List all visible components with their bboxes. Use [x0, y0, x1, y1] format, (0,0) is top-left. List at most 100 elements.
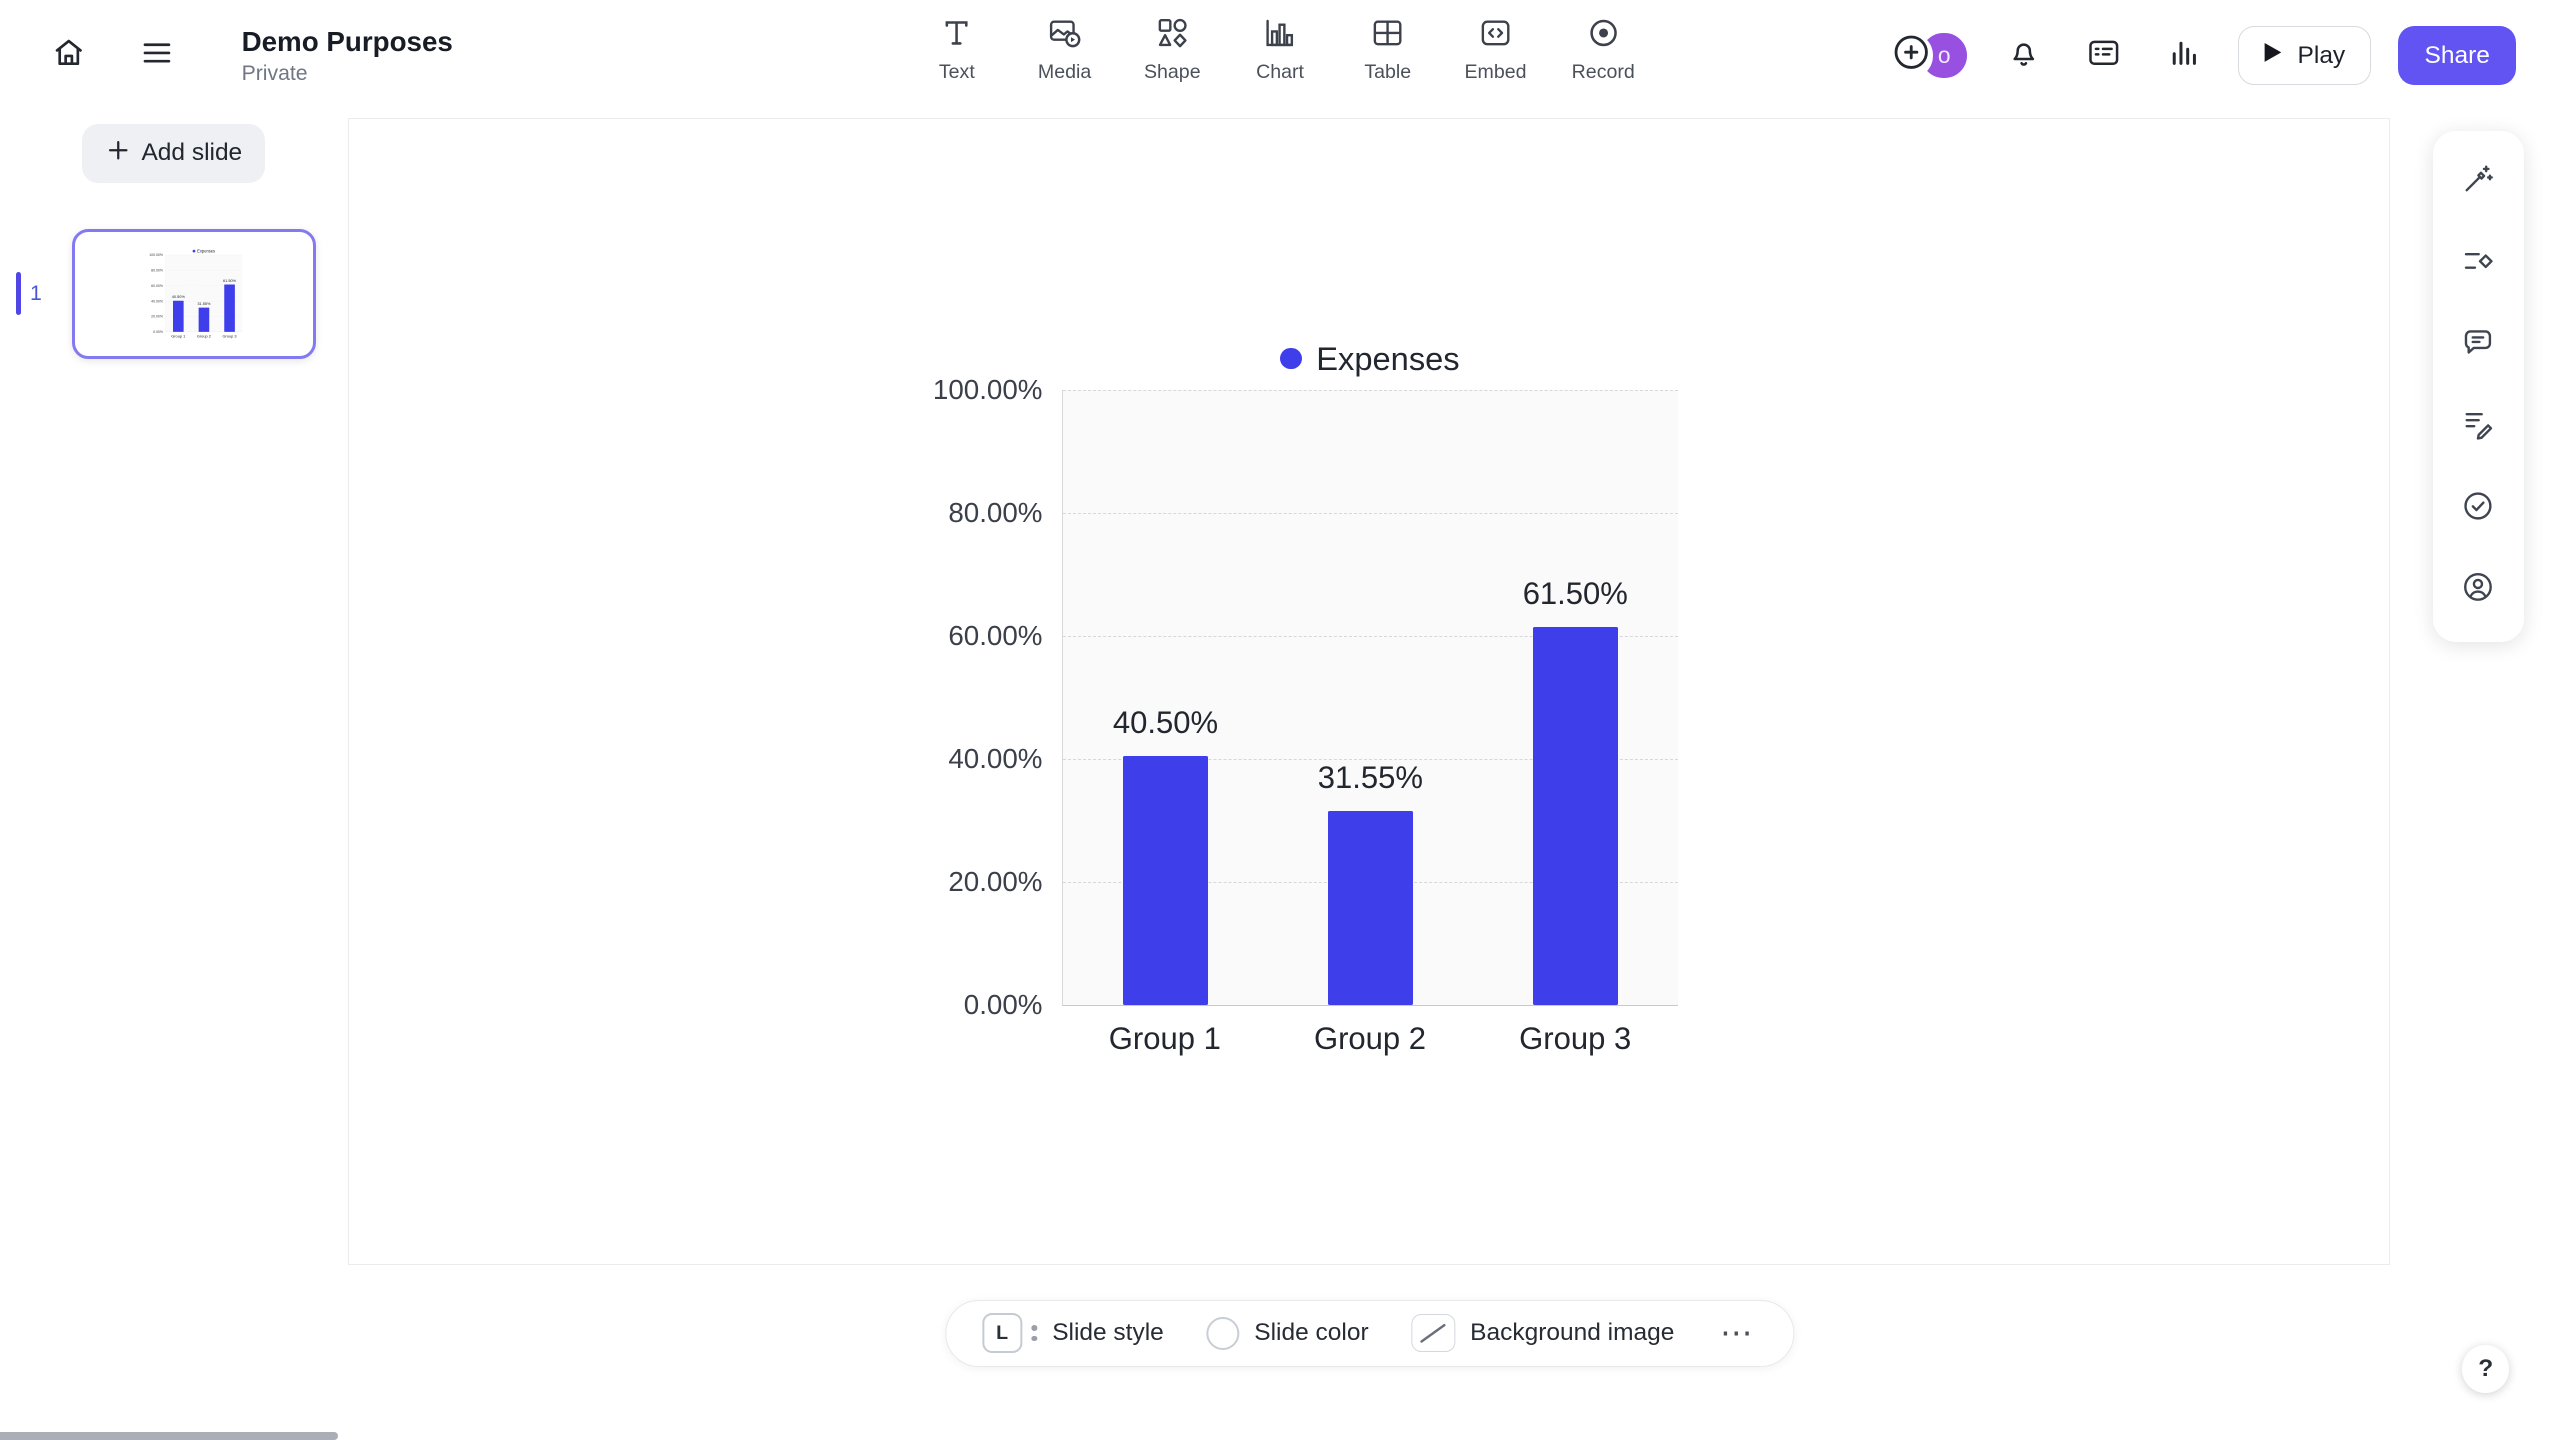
account-button[interactable]	[2446, 555, 2511, 625]
thumb-plot-area: 40.50% 31.55% 61.50%	[165, 254, 243, 332]
bar[interactable]	[1532, 626, 1618, 1006]
thumb-x-axis-label: Group 2	[196, 333, 211, 339]
share-button[interactable]: Share	[2398, 26, 2516, 85]
thumb-chart-legend: Expenses	[165, 248, 242, 254]
taskbar-strip	[0, 1431, 338, 1440]
approvals-button[interactable]	[2446, 473, 2511, 543]
thumb-x-axis-label: Group 1	[171, 333, 186, 339]
gridline	[1063, 635, 1678, 637]
tool-label: Chart	[1256, 61, 1304, 84]
bar[interactable]	[1123, 755, 1208, 1006]
thumb-y-tick-label: 20.00%	[151, 314, 163, 319]
background-image-icon	[1411, 1314, 1456, 1353]
add-collaborator-button[interactable]	[1889, 31, 1934, 79]
legend-dot	[1280, 347, 1302, 370]
tool-text[interactable]: Text	[918, 15, 996, 85]
comments-button[interactable]	[2446, 310, 2511, 380]
x-axis-labels: Group 1 Group 2 Group 3	[1062, 1021, 1678, 1057]
hamburger-menu-icon	[139, 35, 175, 77]
tool-label: Media	[1037, 61, 1092, 84]
chart-legend[interactable]: Expenses	[1062, 334, 1678, 383]
check-circle-icon	[2460, 488, 2496, 530]
play-button[interactable]: Play	[2237, 26, 2371, 85]
y-tick-label: 40.00%	[948, 742, 1043, 774]
thumb-bar	[198, 307, 210, 332]
bars: 40.50% 31.55% 61.50%	[1063, 390, 1678, 1006]
shape-icon	[1154, 15, 1190, 57]
play-icon	[2263, 41, 2283, 71]
help-button[interactable]: ?	[2462, 1345, 2510, 1393]
y-tick-label: 20.00%	[948, 865, 1043, 897]
tool-record[interactable]: Record	[1564, 15, 1642, 85]
slide-color-icon	[1206, 1316, 1240, 1350]
right-rail	[2432, 130, 2525, 642]
analytics-button[interactable]	[2158, 29, 2210, 81]
y-tick-label: 80.00%	[948, 496, 1043, 528]
y-tick-label: 100.00%	[932, 373, 1043, 405]
slide-style-badge: L	[982, 1313, 1022, 1354]
tool-label: Shape	[1143, 61, 1201, 84]
notes-button[interactable]	[2446, 392, 2511, 462]
more-options-button[interactable]: ⋯	[1717, 1314, 1758, 1352]
tool-label: Table	[1364, 61, 1412, 84]
tool-table[interactable]: Table	[1349, 15, 1427, 85]
notes-card-button[interactable]	[2078, 29, 2130, 81]
x-axis-label: Group 1	[1108, 1020, 1221, 1056]
bar-value-label: 31.55%	[1317, 760, 1423, 796]
bar-group: 61.50%	[1473, 576, 1677, 1006]
thumb-bar	[173, 300, 184, 332]
bar[interactable]	[1327, 810, 1413, 1006]
tool-chart[interactable]: Chart	[1241, 15, 1319, 85]
slide-canvas[interactable]: Expenses 100.00% 80.00% 60.00% 40.00% 20.00%…	[347, 117, 2391, 1266]
slide-thumbnail[interactable]: Expenses 100.00% 80.00% 60.00% 40.00% 20.00%…	[71, 228, 317, 359]
table-icon	[1370, 15, 1406, 57]
slide-style-label: Slide style	[1052, 1319, 1164, 1347]
embed-icon	[1478, 15, 1514, 57]
slide-color-label: Slide color	[1254, 1319, 1369, 1347]
plot-area: 40.50% 31.55% 61.50%	[1062, 389, 1678, 1007]
thumb-legend-dot	[192, 249, 196, 253]
outline-button[interactable]	[2446, 229, 2511, 299]
presentation-title[interactable]: Demo Purposes	[241, 26, 453, 58]
gridline	[1063, 758, 1678, 760]
active-slide-indicator	[16, 272, 22, 315]
slide-style-button[interactable]: L Slide style	[982, 1313, 1164, 1354]
thumb-y-tick-label: 40.00%	[151, 298, 163, 303]
thumb-bar-group: 61.50%	[217, 278, 243, 332]
slides-panel: Add slide 1 Expenses 100.00% 80.00% 60.00%…	[0, 111, 348, 1440]
tool-media[interactable]: Media	[1025, 15, 1103, 85]
add-slide-button[interactable]: Add slide	[82, 124, 266, 183]
chart[interactable]: Expenses 100.00% 80.00% 60.00% 40.00% 20.00%…	[899, 334, 1678, 1057]
notes-pencil-icon	[2460, 406, 2496, 448]
y-axis-ticks: 100.00% 80.00% 60.00% 40.00% 20.00% 0.00%	[899, 374, 1062, 1021]
design-button[interactable]	[2446, 147, 2511, 217]
slide-number: 1	[30, 281, 42, 305]
presentation-title-block[interactable]: Demo Purposes Private	[242, 25, 453, 86]
tool-embed[interactable]: Embed	[1456, 15, 1534, 85]
y-tick-label: 60.00%	[948, 619, 1043, 651]
text-icon	[939, 15, 975, 57]
tool-shape[interactable]: Shape	[1133, 15, 1211, 85]
play-label: Play	[2297, 41, 2346, 69]
background-image-button[interactable]: Background image	[1411, 1314, 1674, 1353]
menu-button[interactable]	[131, 29, 183, 81]
tool-label: Embed	[1464, 61, 1527, 84]
style-dots-icon	[1031, 1325, 1038, 1342]
x-axis-label: Group 3	[1519, 1020, 1632, 1056]
thumb-y-tick-label: 60.00%	[151, 283, 163, 288]
home-button[interactable]	[42, 29, 94, 81]
bar-group: 40.50%	[1063, 705, 1267, 1006]
notes-card-icon	[2085, 34, 2123, 78]
user-circle-icon	[2460, 569, 2496, 611]
thumb-x-axis-label: Group 3	[222, 333, 237, 339]
thumb-bar-group: 31.55%	[191, 301, 217, 332]
add-collaborator-icon	[1890, 31, 1932, 79]
thumb-chart: Expenses 100.00% 80.00% 60.00% 40.00% 20.00%…	[145, 248, 243, 339]
add-slide-label: Add slide	[141, 139, 243, 167]
analytics-icon	[2166, 35, 2202, 77]
slide-color-button[interactable]: Slide color	[1206, 1316, 1369, 1350]
thumb-y-tick-label: 0.00%	[153, 329, 163, 334]
notifications-button[interactable]	[1998, 29, 2050, 81]
x-axis-label: Group 2	[1313, 1020, 1427, 1056]
chart-icon	[1262, 15, 1298, 57]
